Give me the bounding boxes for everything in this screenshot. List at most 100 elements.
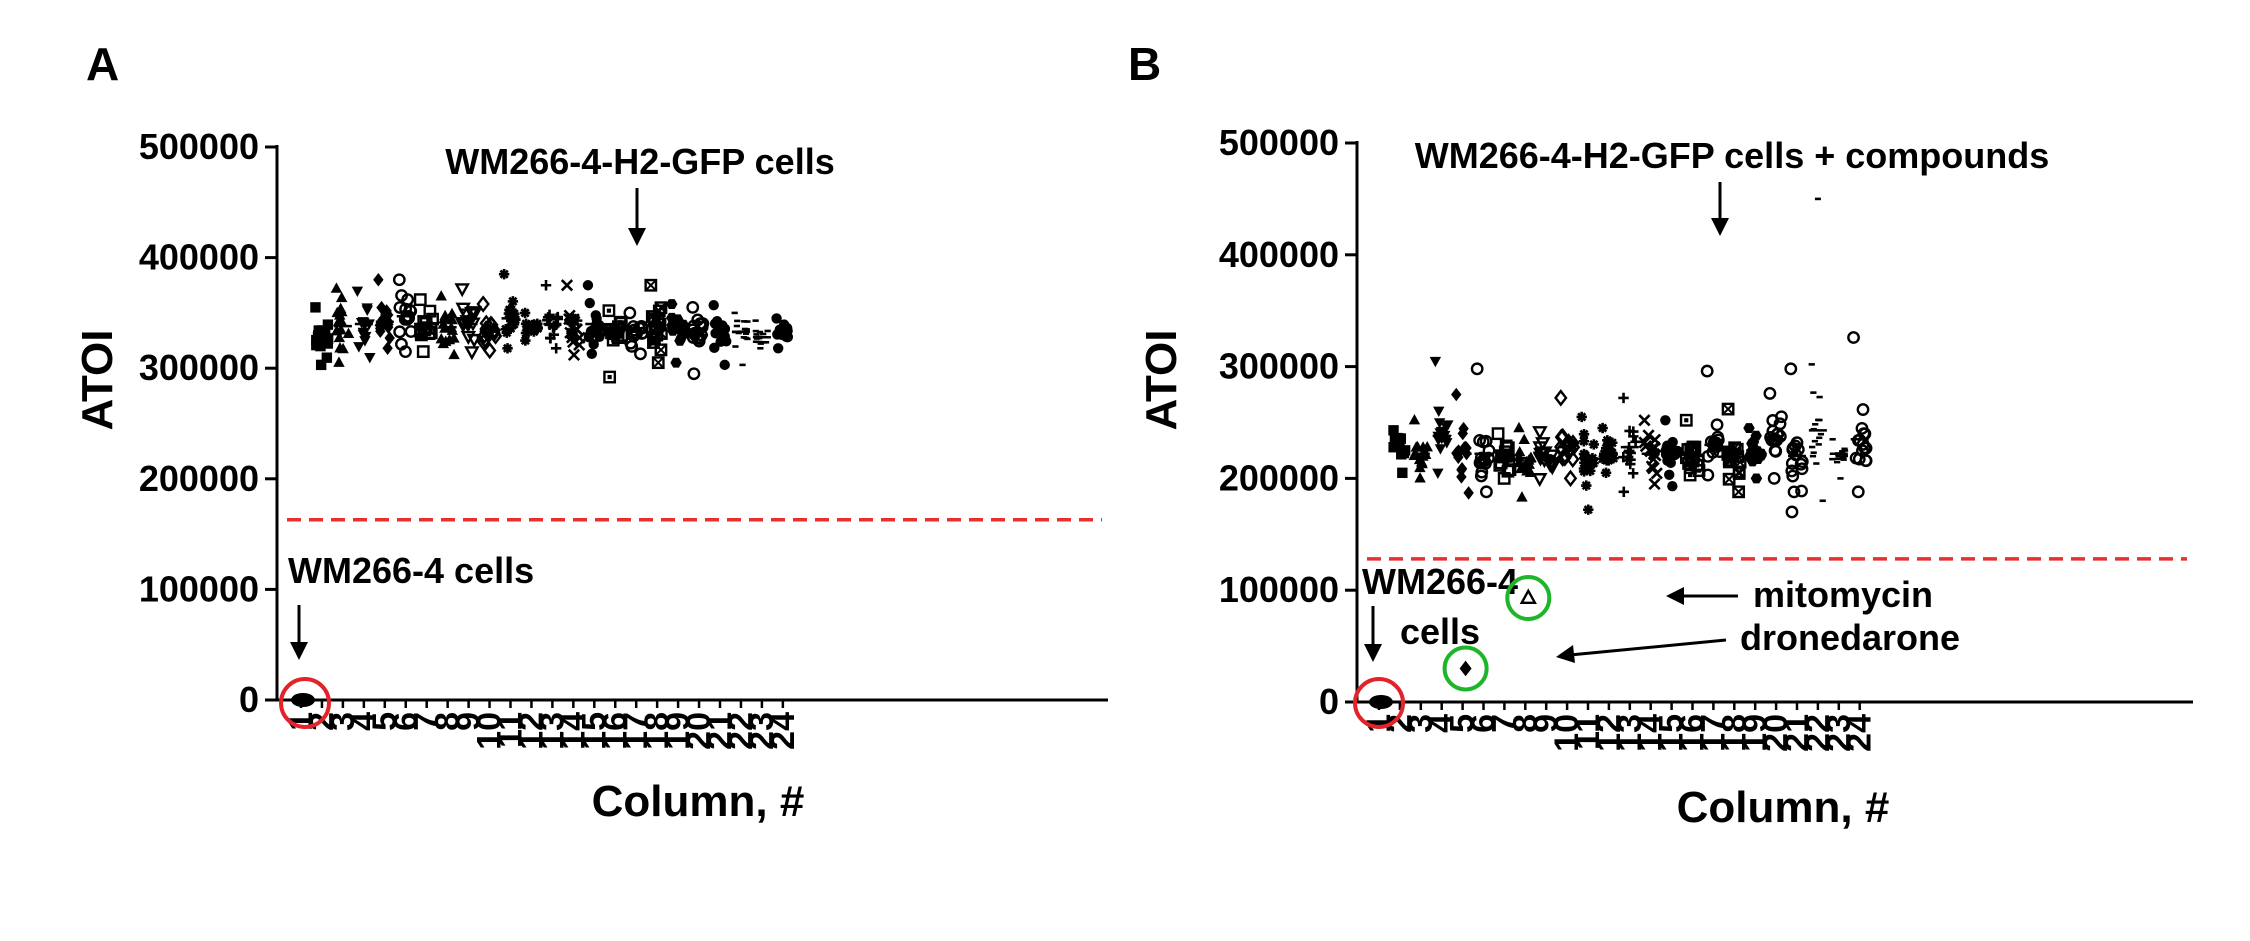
data-point <box>1554 389 1568 407</box>
data-point <box>359 336 371 347</box>
data-point <box>1434 444 1447 455</box>
data-point <box>1787 485 1801 499</box>
x-tick-label: 4 <box>1423 714 1461 733</box>
annotation-gfp-compounds-b: WM266-4-H2-GFP cells + compounds <box>1415 135 2049 176</box>
data-point <box>335 324 347 335</box>
data-point <box>1785 505 1799 519</box>
data-point <box>507 296 519 307</box>
data-point <box>1456 463 1467 477</box>
data-point <box>563 312 576 326</box>
data-point <box>364 352 376 364</box>
data-point <box>1710 418 1724 432</box>
data-point <box>647 331 661 344</box>
data-point <box>321 352 333 363</box>
data-point <box>709 342 720 354</box>
data-point <box>1532 441 1548 456</box>
data-point <box>439 309 451 321</box>
data-point <box>1847 331 1860 344</box>
data-point <box>1624 425 1635 437</box>
data-point <box>1516 491 1528 502</box>
data-point <box>311 339 322 351</box>
data-point <box>1746 456 1759 467</box>
data-point <box>1433 418 1446 429</box>
data-point <box>413 293 427 307</box>
data-point <box>1786 443 1800 456</box>
data-point <box>771 313 782 324</box>
data-point <box>1395 433 1406 444</box>
data-point <box>1578 428 1590 440</box>
data-point <box>1664 469 1675 480</box>
x-tick-label: 20 <box>680 712 718 750</box>
data-point <box>333 331 346 343</box>
data-point <box>464 346 480 361</box>
data-point <box>1482 444 1496 457</box>
data-point <box>1586 458 1597 470</box>
data-point <box>545 332 556 344</box>
data-point <box>357 329 370 341</box>
data-point <box>1630 436 1641 447</box>
data-point <box>1397 467 1408 479</box>
data-point <box>1533 451 1549 466</box>
data-point <box>476 328 490 346</box>
x-tick-label: 24 <box>1841 714 1879 752</box>
x-tick-label: 14 <box>554 712 592 750</box>
x-tick-label: 21 <box>1778 714 1816 752</box>
x-tick-label: 7 <box>1485 714 1523 733</box>
panel-b: B ATOI Column, # 0 100000 200000 300000 4000… <box>1128 38 2193 832</box>
data-point <box>1421 441 1433 452</box>
x-tick-label: 4 <box>345 712 383 731</box>
x-tick-label: 10 <box>471 712 509 750</box>
x-tick-label: 17 <box>617 712 655 750</box>
data-point <box>1732 465 1746 479</box>
dronedarone-point <box>1459 660 1472 677</box>
arrow-head-dronedarone <box>1556 645 1575 663</box>
data-point <box>335 291 348 303</box>
data-point <box>590 310 601 321</box>
data-point <box>1600 442 1612 454</box>
data-point <box>1588 439 1600 450</box>
data-point <box>1451 387 1462 402</box>
data-point <box>353 342 365 353</box>
data-point <box>333 356 345 367</box>
x-tick-label: 20 <box>1757 714 1795 752</box>
data-point <box>1480 485 1493 499</box>
data-point <box>623 306 637 320</box>
data-point <box>373 272 384 287</box>
x-tick-label: 21 <box>701 712 739 750</box>
y-tick-label: 200000 <box>139 458 259 499</box>
data-point <box>1773 429 1787 443</box>
data-point <box>1458 421 1469 436</box>
data-point <box>1581 480 1592 491</box>
data-point <box>1532 426 1548 441</box>
data-point <box>565 331 579 344</box>
data-point <box>1679 413 1693 427</box>
data-point <box>1775 410 1788 424</box>
x-tick-label: 3 <box>1402 714 1440 733</box>
annotation-mitomycin: mitomycin <box>1753 574 1933 615</box>
data-point <box>540 280 552 291</box>
arrow-head-mitomycin <box>1666 587 1684 605</box>
y-axis-title-b: ATOI <box>1137 329 1186 430</box>
x-tick-label: 9 <box>450 712 488 731</box>
data-point <box>1858 441 1872 455</box>
x-tick-label: 13 <box>1611 714 1649 752</box>
data-point <box>552 313 563 325</box>
data-point <box>482 341 497 360</box>
data-point <box>1414 472 1426 483</box>
axes-b <box>1355 141 2193 704</box>
data-point <box>392 273 406 287</box>
data-point <box>687 367 701 381</box>
data-point <box>1563 469 1578 488</box>
data-point <box>1768 444 1782 458</box>
data-point <box>1605 446 1616 457</box>
data-point <box>1627 468 1639 479</box>
data-point <box>1585 465 1596 477</box>
data-point <box>1414 461 1426 473</box>
data-point <box>654 327 668 340</box>
x-tick-label: 9 <box>1527 714 1565 733</box>
data-point <box>1701 450 1715 463</box>
data-point <box>1544 459 1561 474</box>
axes-a <box>275 145 1108 702</box>
data-point <box>582 280 594 291</box>
data-point <box>382 341 393 356</box>
